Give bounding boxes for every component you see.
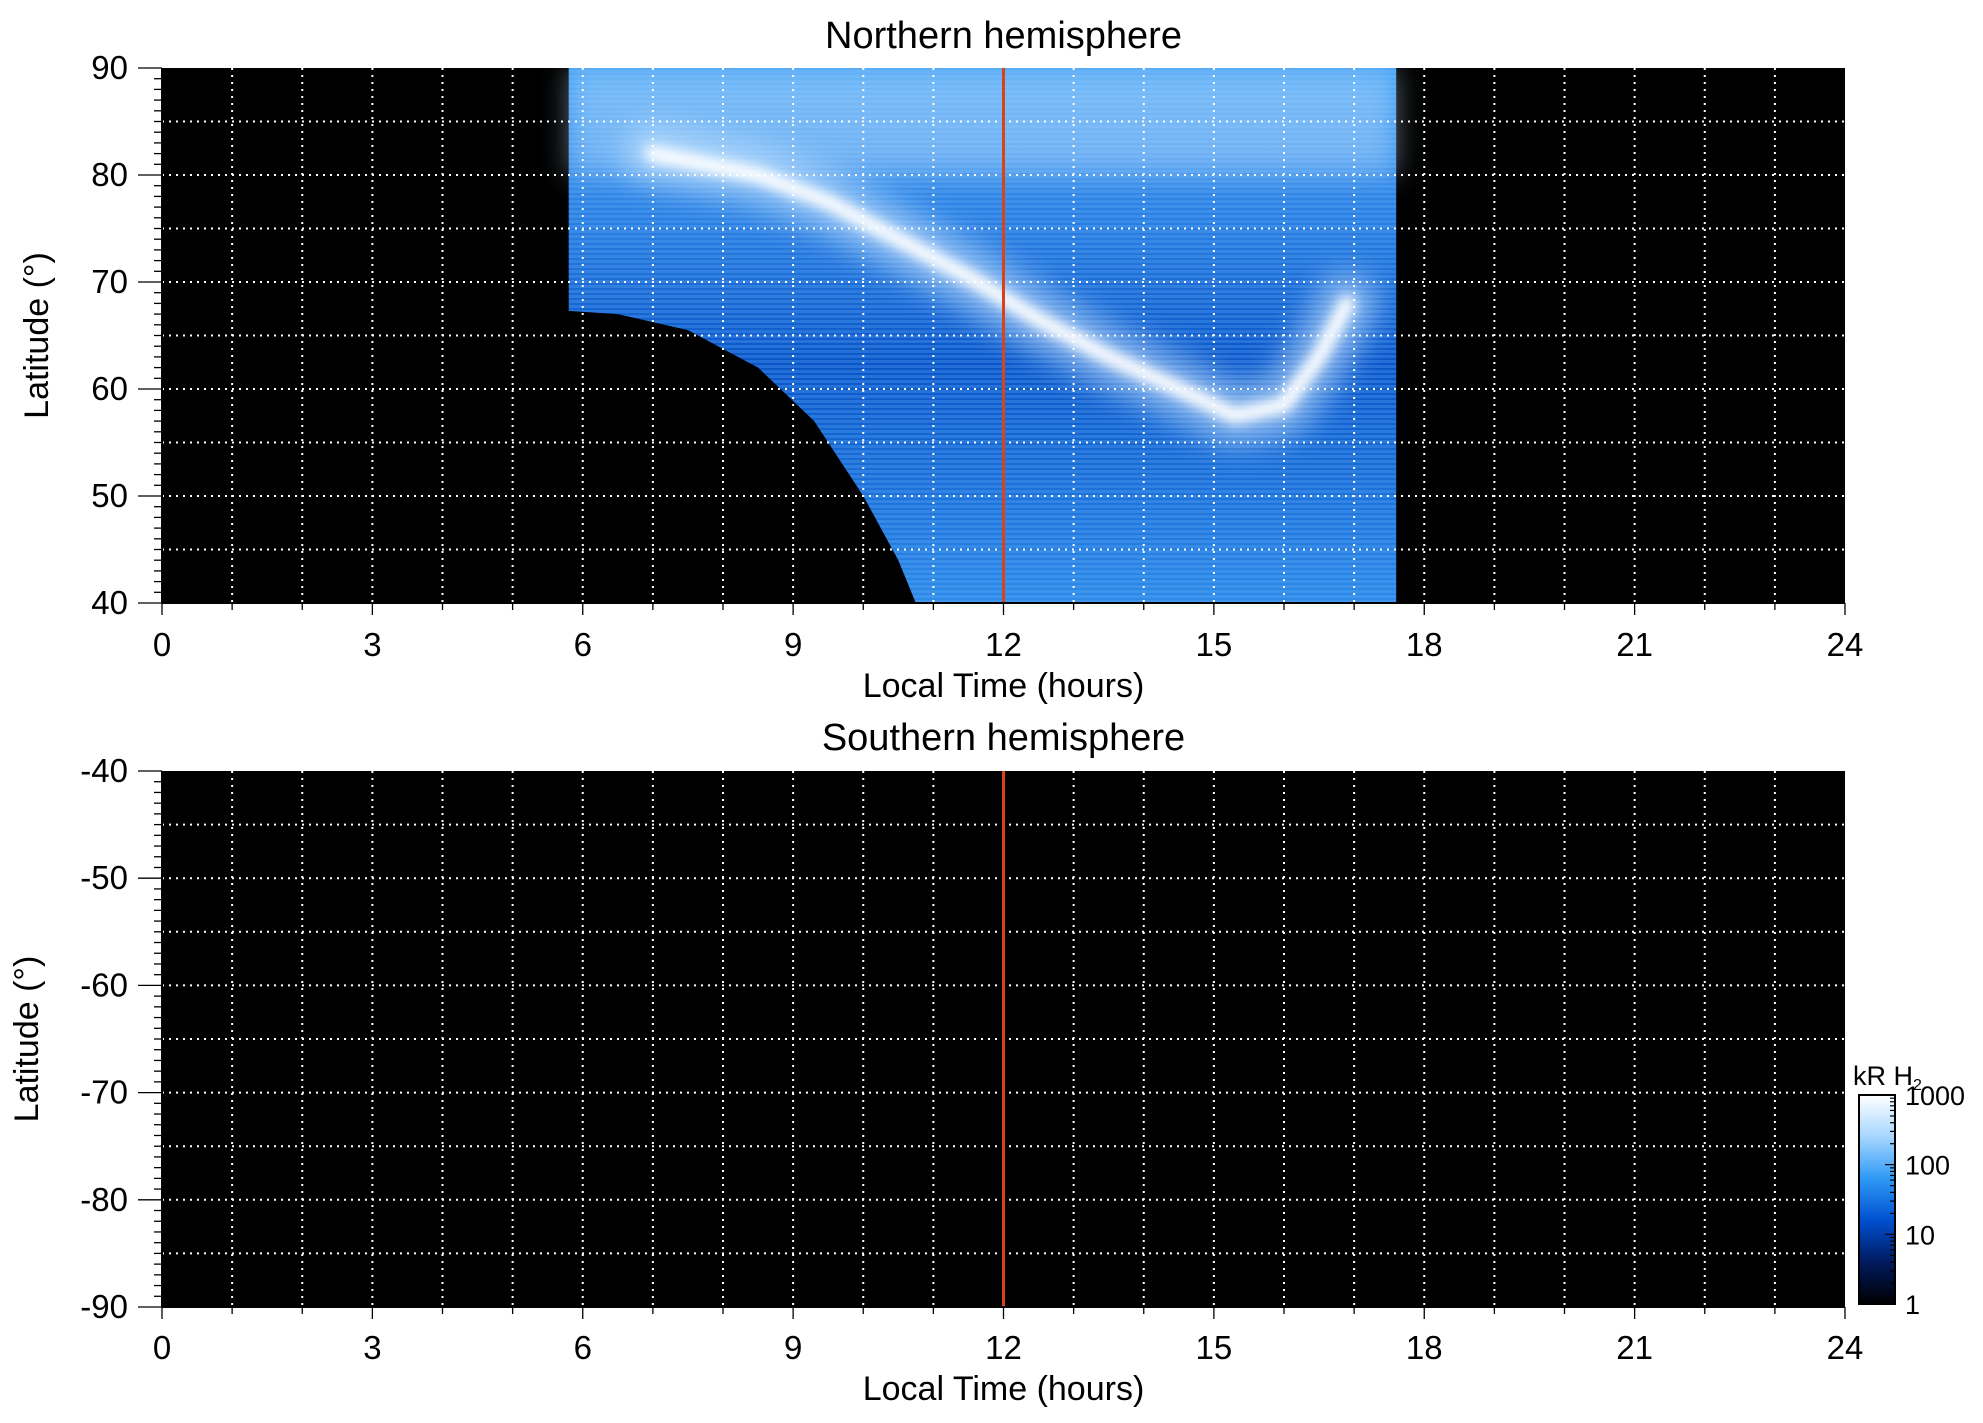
chart-panel-north: 0 3 6 9 12 15 18 21 24 40 50 60 70 80 90 Northern hemis… xyxy=(18,15,1863,705)
y-axis-label: Latitude (°) xyxy=(18,252,56,419)
chart-title: Southern hemisphere xyxy=(822,717,1185,759)
y-tick-label: -60 xyxy=(80,966,128,1003)
colorbar-tick-label: 10 xyxy=(1905,1220,1935,1250)
x-tick-label: 6 xyxy=(574,626,592,663)
x-tick-label: 24 xyxy=(1827,626,1864,663)
chart-title: Northern hemisphere xyxy=(825,15,1182,57)
x-tick-label: 9 xyxy=(784,1329,802,1366)
colorbar-gradient xyxy=(1858,1094,1896,1305)
colorbar-tick-label: 1 xyxy=(1905,1290,1920,1320)
x-tick-label: 12 xyxy=(985,626,1022,663)
x-tick-label: 6 xyxy=(574,1329,592,1366)
colorbar-tick-label: 100 xyxy=(1905,1151,1950,1181)
auroral-oval xyxy=(644,145,1356,424)
x-tick-label: 3 xyxy=(363,626,381,663)
x-tick-label: 18 xyxy=(1406,626,1443,663)
y-tick-label: 90 xyxy=(91,49,128,86)
y-tick-label: -50 xyxy=(80,859,128,896)
x-tick-label: 24 xyxy=(1827,1329,1864,1366)
x-tick-label: 9 xyxy=(784,626,802,663)
y-tick-label: -80 xyxy=(80,1181,128,1218)
y-tick-label: 80 xyxy=(91,156,128,193)
x-tick-label: 18 xyxy=(1406,1329,1443,1366)
y-tick-label: -90 xyxy=(80,1288,128,1325)
y-tick-label: 60 xyxy=(91,370,128,407)
x-axis-label: Local Time (hours) xyxy=(863,1370,1145,1408)
x-tick-label: 21 xyxy=(1616,626,1653,663)
y-tick-label: 70 xyxy=(91,263,128,300)
x-tick-label: 15 xyxy=(1196,1329,1233,1366)
y-tick-label: -70 xyxy=(80,1074,128,1111)
x-tick-label: 0 xyxy=(153,626,171,663)
y-tick-label: 40 xyxy=(91,584,128,621)
chart-panel-south: 0 3 6 9 12 15 18 21 24 -40 -50 -60 -70 -80 -90 Southern… xyxy=(8,717,1863,1408)
y-tick-label: -40 xyxy=(80,752,128,789)
x-tick-label: 0 xyxy=(153,1329,171,1366)
y-tick-label: 50 xyxy=(91,477,128,514)
colorbar-label: kR H2 xyxy=(1853,1061,1922,1094)
x-axis-label: Local Time (hours) xyxy=(863,667,1145,705)
x-tick-label: 3 xyxy=(363,1329,381,1366)
x-tick-label: 12 xyxy=(985,1329,1022,1366)
x-tick-label: 15 xyxy=(1196,626,1233,663)
colorbar-tick-label: 1000 xyxy=(1905,1081,1965,1111)
colorbar-label-subscript: 2 xyxy=(1913,1077,1922,1094)
colorbar-label-text: kR H xyxy=(1853,1061,1913,1091)
x-tick-label: 21 xyxy=(1616,1329,1653,1366)
y-axis-label: Latitude (°) xyxy=(8,956,46,1123)
